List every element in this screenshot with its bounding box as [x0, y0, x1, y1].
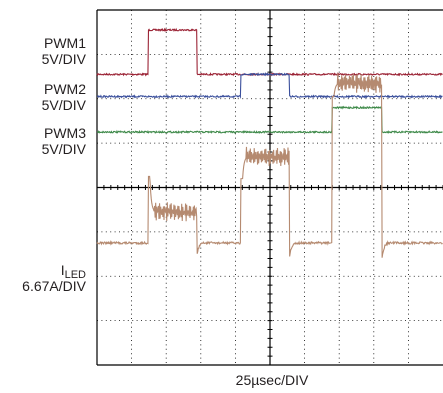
pwm3-scale: 5V/DIV — [41, 141, 86, 157]
x-axis-label: 25µsec/DIV — [235, 372, 309, 388]
pwm1-label: PWM1 5V/DIV — [42, 35, 86, 67]
iled-scale: 6.67A/DIV — [22, 278, 86, 294]
pwm3-name: PWM3 — [44, 125, 86, 141]
iled-name-main: I — [60, 262, 65, 278]
iled-name-sub: LED — [64, 269, 86, 281]
pwm3-label: PWM3 5V/DIV — [42, 125, 86, 157]
trace-iled — [96, 73, 443, 258]
traces — [96, 27, 443, 258]
trace-pwm2 — [96, 72, 443, 99]
pwm2-name: PWM2 — [44, 81, 86, 97]
pwm1-scale: 5V/DIV — [41, 51, 86, 67]
iled-label: ILED 6.67A/DIV — [22, 262, 86, 294]
graticule — [96, 9, 443, 366]
pwm2-label: PWM2 5V/DIV — [42, 81, 86, 113]
trace-pwm3 — [96, 105, 443, 135]
iled-name: ILED — [22, 262, 86, 281]
pwm2-scale: 5V/DIV — [41, 97, 86, 113]
pwm1-name: PWM1 — [44, 35, 86, 51]
